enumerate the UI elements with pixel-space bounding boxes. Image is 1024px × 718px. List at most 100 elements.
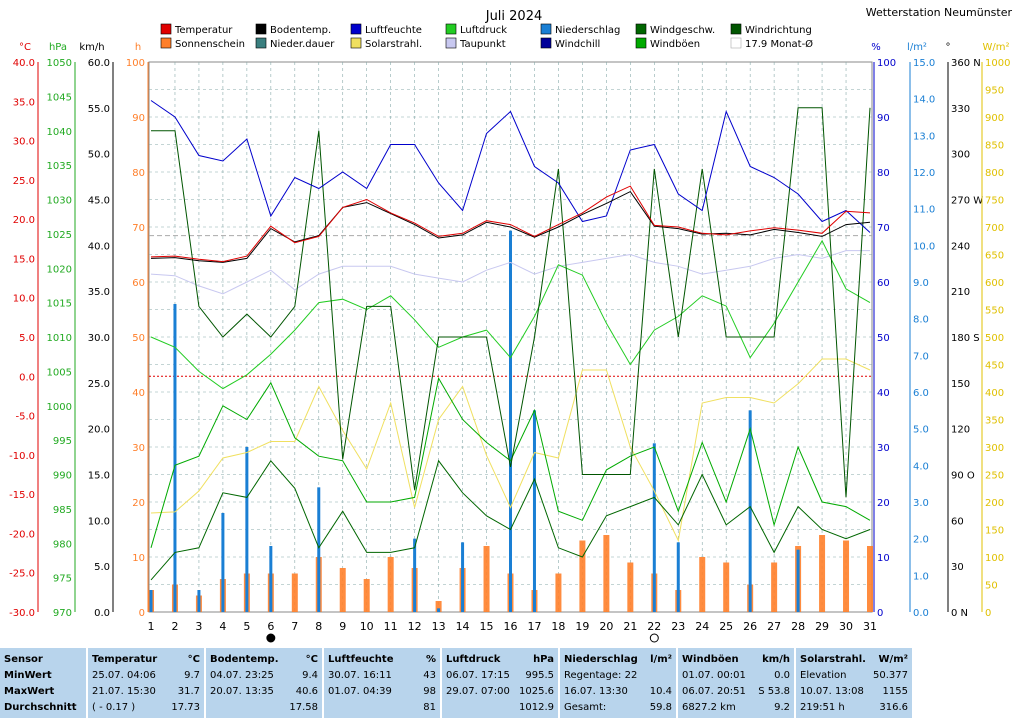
legend-swatch — [350, 37, 362, 49]
axis-tick-h: 80 — [132, 168, 145, 179]
stats-header: Niederschlag l/m² — [564, 654, 672, 665]
stats-column: Sensor MinWert MaxWert Durchschnitt — [0, 648, 86, 718]
axis-tick-lm2: 0.0 — [913, 608, 929, 619]
axis-tick-deg: 60 — [951, 516, 964, 527]
axis-tick-wm2: 250 — [985, 471, 1004, 482]
series-line-solarstrahl — [150, 358, 871, 543]
moon-phase-icon — [266, 633, 276, 643]
series-line-temperatur — [150, 185, 871, 263]
stats-row: 6827.2 km 9.2 — [682, 702, 790, 713]
bar-sonnenschein — [603, 535, 610, 612]
axis-tick-h: 20 — [132, 498, 145, 509]
stats-row: 25.07. 04:06 9.7 — [92, 670, 200, 681]
bar-sonnenschein — [867, 546, 873, 612]
stats-row: 20.07. 13:35 40.6 — [210, 686, 318, 697]
axis-tick-lm2: 9.0 — [913, 278, 929, 289]
axis-tick-hpa: 970 — [53, 608, 72, 619]
stats-column: Solarstrahl. W/m² Elevation 50.377 10.07. 13… — [796, 648, 912, 718]
legend-swatch — [540, 37, 552, 49]
x-tick-label: 25 — [719, 620, 733, 633]
bar-niederschlag — [652, 443, 656, 612]
axis-tick-hpa: 1030 — [47, 196, 72, 207]
x-tick-label: 27 — [767, 620, 781, 633]
bar-niederschlag — [437, 608, 441, 612]
x-tick-label: 24 — [695, 620, 709, 633]
stats-row: 06.07. 20:51 S 53.8 — [682, 686, 790, 697]
x-tick-label: 12 — [408, 620, 422, 633]
axis-tick-pct: 40 — [877, 388, 890, 399]
series-line-luftdruck — [150, 239, 871, 390]
axis-tick-kmh: 20.0 — [88, 425, 110, 436]
legend-swatch — [160, 37, 172, 49]
axis-tick-pct: 90 — [877, 113, 890, 124]
series-line-taupunkt — [150, 250, 870, 295]
bar-sonnenschein — [699, 557, 706, 612]
stats-row: 01.07. 04:39 98 — [328, 686, 436, 697]
stats-row: Elevation 50.377 — [800, 670, 908, 681]
bar-niederschlag — [221, 513, 225, 612]
legend-swatch — [350, 23, 362, 35]
stats-row: Regentage: 22 — [564, 670, 638, 681]
axis-tick-wm2: 850 — [985, 141, 1004, 152]
axis-tick-kmh: 55.0 — [88, 104, 110, 115]
axis-tick-hpa: 1025 — [47, 230, 72, 241]
bar-sonnenschein — [579, 540, 586, 612]
axis-unit-lm2: l/m² — [907, 42, 927, 53]
bar-niederschlag — [413, 538, 417, 612]
axis-tick-deg: 30 — [951, 562, 964, 573]
axis-tick-kmh: 25.0 — [88, 379, 110, 390]
bar-sonnenschein — [483, 546, 490, 612]
bars — [148, 230, 873, 612]
legend-label: Solarstrahl. — [365, 39, 422, 50]
axis-tick-deg: 180 S — [951, 333, 980, 344]
series-line-bodentemp — [150, 190, 871, 263]
legend-swatch — [160, 23, 172, 35]
axis-tick-h: 30 — [132, 443, 145, 454]
axis-tick-temp: 35.0 — [13, 97, 35, 108]
axis-tick-pct: 60 — [877, 278, 890, 289]
bar-niederschlag — [796, 549, 800, 612]
stats-header: Bodentemp. °C — [210, 654, 318, 665]
stats-row: MaxWert — [4, 686, 55, 697]
legend-label: Temperatur — [174, 25, 233, 36]
stats-row: 01.07. 00:01 0.0 — [682, 670, 790, 681]
x-tick-label: 15 — [480, 620, 494, 633]
axis-tick-kmh: 0.0 — [94, 608, 110, 619]
axis-tick-hpa: 1040 — [47, 127, 72, 138]
stats-row: 10.07. 13:08 1155 — [800, 686, 908, 697]
bar-niederschlag — [245, 447, 249, 612]
x-tick-label: 19 — [575, 620, 589, 633]
axis-tick-hpa: 1020 — [47, 264, 72, 275]
axis-tick-lm2: 15.0 — [913, 58, 935, 69]
legend-label: Luftfeuchte — [365, 25, 422, 36]
axis-tick-temp: 0.0 — [19, 372, 35, 383]
legend-swatch — [255, 37, 267, 49]
x-tick-label: 2 — [171, 620, 178, 633]
axis-tick-lm2: 6.0 — [913, 388, 929, 399]
axis-tick-kmh: 60.0 — [88, 58, 110, 69]
x-tick-label: 4 — [219, 620, 226, 633]
legend-swatch — [635, 37, 647, 49]
x-tick-label: 9 — [339, 620, 346, 633]
stats-row: 219:51 h 316.6 — [800, 702, 908, 713]
axis-tick-wm2: 300 — [985, 443, 1004, 454]
stats-row: 81 — [423, 702, 436, 713]
axis-unit-wm2: W/m² — [982, 42, 1009, 53]
axis-tick-kmh: 40.0 — [88, 241, 110, 252]
stats-row: 17.58 — [289, 702, 318, 713]
x-tick-label: 21 — [623, 620, 637, 633]
axis-tick-hpa: 980 — [53, 539, 72, 550]
axis-tick-wm2: 800 — [985, 168, 1004, 179]
stats-header: Luftfeuchte% — [328, 654, 436, 665]
axis-tick-hpa: 1015 — [47, 299, 72, 310]
axis-tick-wm2: 950 — [985, 86, 1004, 97]
bar-niederschlag — [197, 590, 201, 612]
axis-tick-pct: 100 — [877, 58, 896, 69]
x-tick-label: 26 — [743, 620, 757, 633]
stats-header: Sensor — [4, 654, 43, 665]
axis-tick-lm2: 10.0 — [913, 241, 935, 252]
stats-row: 1012.9 — [519, 702, 554, 713]
bar-sonnenschein — [387, 557, 394, 612]
axis-tick-wm2: 150 — [985, 526, 1004, 537]
axis-tick-lm2: 8.0 — [913, 315, 929, 326]
